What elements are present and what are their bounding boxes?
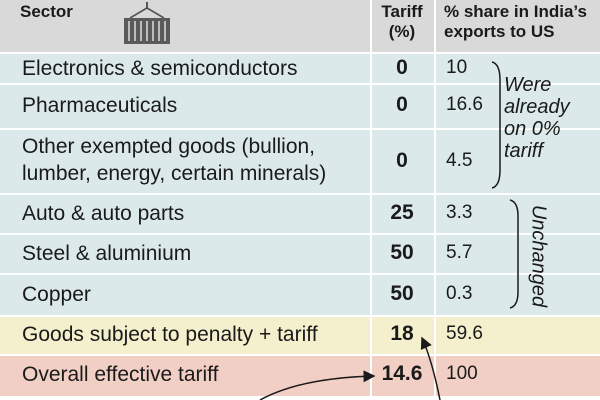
row-sector: Goods subject to penalty + tariff: [22, 323, 318, 346]
note-line: on 0%: [504, 118, 561, 140]
row-tariff: 50: [390, 241, 414, 264]
row-sector: Auto & auto parts: [22, 202, 185, 225]
row-tariff: 18: [390, 322, 414, 345]
shipping-container-icon: [124, 2, 170, 44]
row-sector: Copper: [22, 283, 91, 306]
row-sector: Steel & aluminium: [22, 242, 192, 265]
header-tariff-line1: Tariff: [381, 2, 423, 21]
row-share: 10: [446, 57, 468, 78]
header-tariff: Tariff (%): [372, 2, 432, 42]
row-tariff: 0: [396, 149, 408, 172]
table-row-overall: Overall effective tariff 14.6 100: [0, 356, 600, 396]
note-line: already: [504, 96, 570, 118]
row-share: 100: [446, 363, 478, 384]
row-sector: Electronics & semiconductors: [22, 57, 298, 80]
column-divider: [434, 0, 436, 400]
bracket-line: [509, 199, 519, 309]
row-tariff: 14.6: [381, 362, 423, 385]
row-tariff: 25: [390, 201, 414, 224]
header-share: % share in India’s exports to US: [444, 2, 594, 42]
table-row: Copper 50 0.3: [0, 275, 600, 315]
row-sector: Overall effective tariff: [22, 363, 219, 386]
row-share: 3.3: [446, 202, 473, 223]
table-row-penalty: Goods subject to penalty + tariff 18 59.…: [0, 317, 600, 354]
row-share: 5.7: [446, 242, 473, 263]
header-share-line1: % share in India’s: [444, 2, 587, 21]
table-header: Sector Tariff (%) % share in India’s exp…: [0, 0, 600, 52]
column-divider: [370, 0, 372, 400]
bracket-line: [491, 61, 501, 189]
header-tariff-line2: (%): [388, 22, 416, 41]
row-sector-line1: Other exempted goods (bullion,: [22, 135, 316, 158]
row-share: 16.6: [446, 94, 483, 115]
row-tariff: 0: [396, 93, 408, 116]
note-line: Were: [504, 74, 552, 96]
header-sector: Sector: [20, 2, 73, 21]
table-row: Auto & auto parts 25 3.3: [0, 195, 600, 233]
table-row: Steel & aluminium 50 5.7: [0, 235, 600, 273]
row-share: 4.5: [446, 150, 473, 171]
row-tariff: 0: [396, 56, 408, 79]
row-share: 0.3: [446, 283, 473, 304]
note-line: tariff: [504, 140, 543, 162]
row-share: 59.6: [446, 323, 483, 344]
header-share-line2: exports to US: [444, 22, 555, 41]
row-sector: Other exempted goods (bullion, lumber, e…: [22, 133, 326, 187]
note-already-zero: Were already on 0% tariff: [504, 74, 570, 162]
row-tariff: 50: [390, 282, 414, 305]
row-sector: Pharmaceuticals: [22, 94, 178, 117]
row-sector-line2: lumber, energy, certain minerals): [22, 162, 327, 185]
